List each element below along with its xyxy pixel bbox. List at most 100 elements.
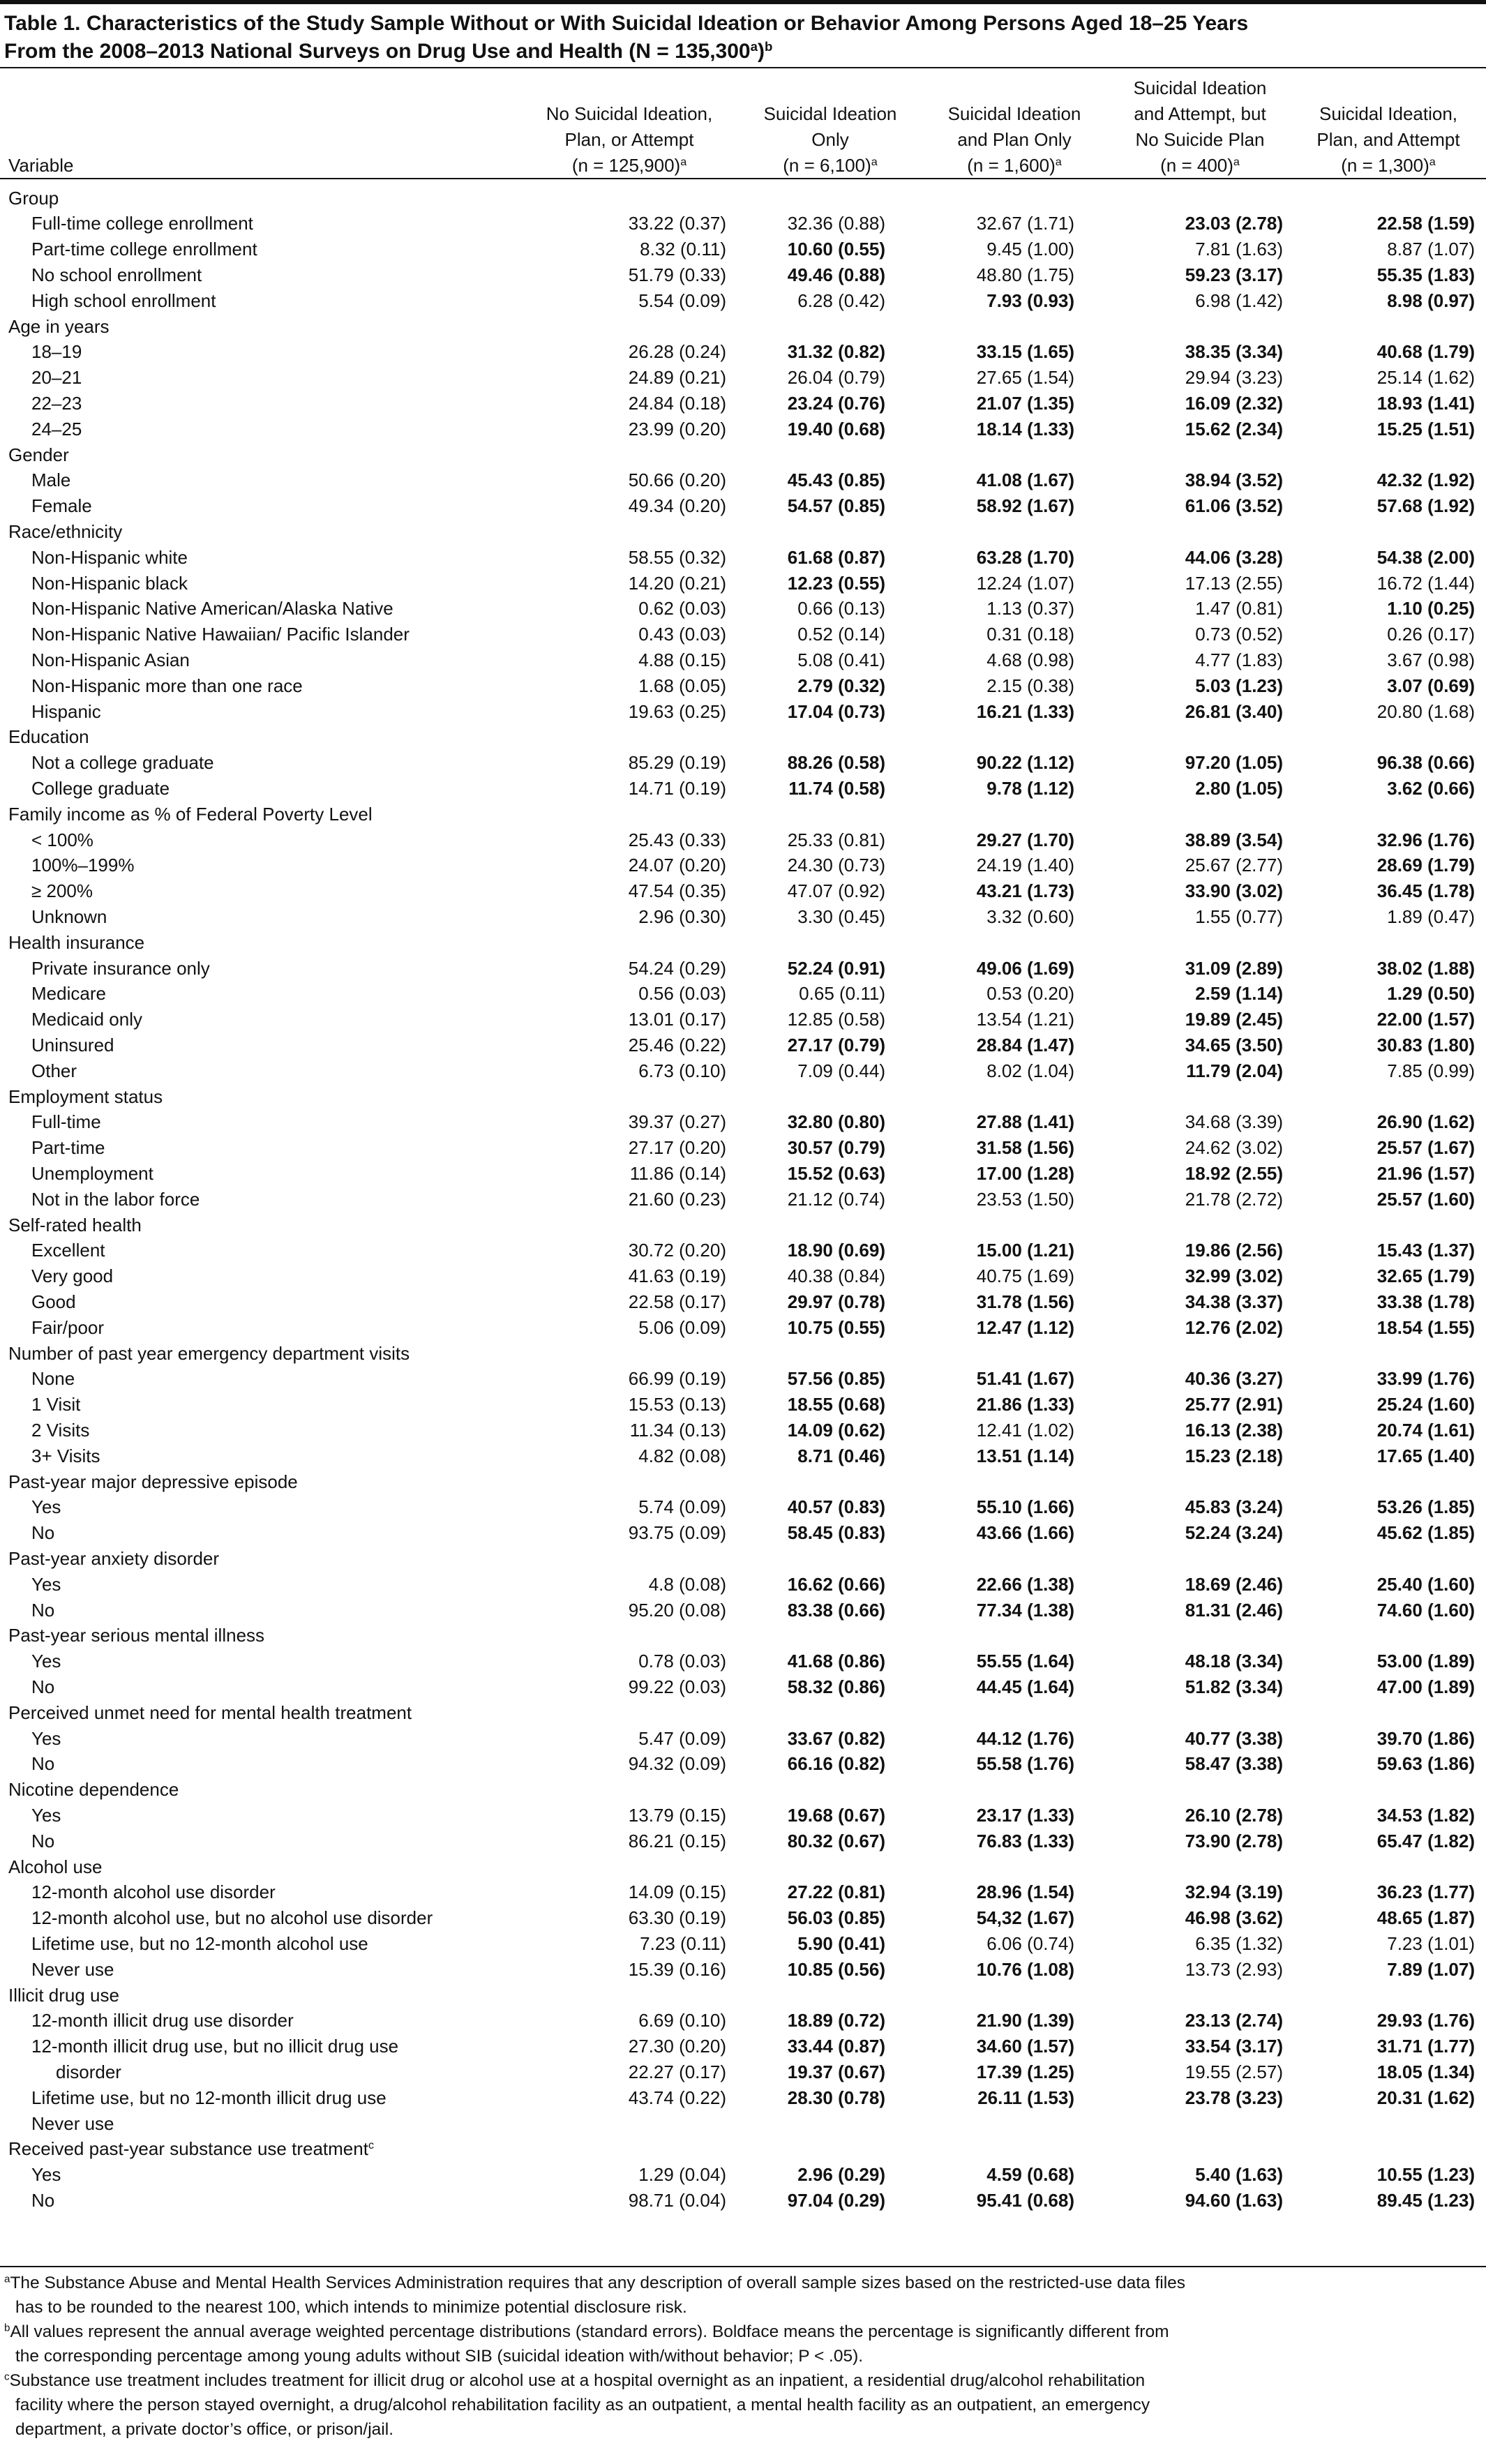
cell-value: 36.45 (1.78): [1376, 880, 1475, 902]
cell-value: 2.80 (1.05): [1195, 778, 1283, 799]
cell-value: 19.55 (2.57): [1185, 2061, 1283, 2082]
cell-value: 19.40 (0.68): [787, 418, 885, 440]
cell-value: 30.83 (1.80): [1376, 1035, 1475, 1056]
cell-value: 23.53 (1.50): [976, 1188, 1074, 1210]
cell-value: 24.89 (0.21): [628, 367, 726, 389]
cell-value: 15.39 (0.16): [628, 1958, 726, 1980]
column-n: (n = 1,600)a: [903, 153, 1126, 179]
cell-value: 61.06 (3.52): [1185, 495, 1283, 517]
cell-value: 7.93 (0.93): [986, 290, 1074, 311]
cell-value: 10.60 (0.55): [787, 239, 885, 260]
cell-value: 90.22 (1.12): [976, 752, 1074, 774]
cell-value: 33.90 (3.02): [1185, 880, 1283, 902]
row-label: 24–25: [31, 418, 82, 440]
cell-value: 38.94 (3.52): [1185, 469, 1283, 491]
column-header: Plan, or Attempt: [564, 129, 694, 150]
cell-value: 23.17 (1.33): [976, 1805, 1074, 1826]
cell-value: 15.62 (2.34): [1185, 418, 1283, 440]
row-label: Part-time: [31, 1137, 105, 1159]
row-label: Female: [31, 495, 92, 517]
column-header: No Suicidal Ideation,: [546, 103, 713, 124]
cell-value: 17.13 (2.55): [1185, 572, 1283, 594]
row-label: Non-Hispanic black: [31, 572, 188, 594]
cell-value: 6.69 (0.10): [638, 2010, 726, 2031]
cell-value: 30.57 (0.79): [787, 1137, 885, 1159]
column-header: Plan, and Attempt: [1316, 129, 1460, 150]
cell-value: 23.03 (2.78): [1185, 213, 1283, 234]
cell-value: 24.30 (0.73): [787, 855, 885, 876]
section-label: Number of past year emergency department…: [8, 1341, 410, 1367]
row-label: 12-month alcohol use, but no alcohol use…: [31, 1907, 433, 1929]
row-label: Full-time: [31, 1111, 101, 1133]
row-label: No: [31, 1522, 55, 1544]
cell-value: 27.17 (0.79): [787, 1035, 885, 1056]
cell-value: 25.14 (1.62): [1376, 367, 1475, 389]
row-label: Medicare: [31, 983, 106, 1005]
cell-value: 22.58 (1.59): [1376, 213, 1475, 234]
row-label: < 100%: [31, 829, 93, 850]
section-text: Past-year anxiety disorder: [8, 1548, 220, 1569]
cell-value: 2.59 (1.14): [1195, 983, 1283, 1005]
cell-value: 31.78 (1.56): [976, 1291, 1074, 1312]
row-label: disorder: [56, 2061, 121, 2082]
cell-value: 43.74 (0.22): [628, 2087, 726, 2108]
title-text: From the 2008–2013 National Surveys on D…: [4, 40, 751, 63]
cell-value: 20.31 (1.62): [1376, 2087, 1475, 2108]
cell-value: 21.60 (0.23): [628, 1188, 726, 1210]
cell-value: 33.22 (0.37): [628, 213, 726, 234]
cell-value: 33.15 (1.65): [976, 341, 1074, 363]
cell-value: 21.90 (1.39): [976, 2010, 1074, 2031]
cell-value: 2.96 (0.29): [797, 2164, 885, 2186]
cell-value: 56.03 (0.85): [787, 1907, 885, 1929]
cell-value: 5.47 (0.09): [638, 1727, 726, 1749]
cell-value: 25.57 (1.60): [1376, 1188, 1475, 1210]
cell-value: 0.26 (0.17): [1387, 624, 1475, 645]
cell-value: 1.89 (0.47): [1387, 906, 1475, 927]
cell-value: 34.65 (3.50): [1185, 1035, 1283, 1056]
footnote-text: All values represent the annual average …: [10, 2322, 1169, 2341]
row-label: 100%–199%: [31, 855, 135, 876]
cell-value: 44.45 (1.64): [976, 1676, 1074, 1697]
cell-value: 58.55 (0.32): [628, 546, 726, 568]
cell-value: 93.75 (0.09): [628, 1522, 726, 1544]
section-text: Self-rated health: [8, 1214, 142, 1235]
cell-value: 95.41 (0.68): [976, 2190, 1074, 2211]
row-label: 12-month illicit drug use disorder: [31, 2010, 294, 2031]
cell-value: 53.26 (1.85): [1376, 1496, 1475, 1518]
cell-value: 17.39 (1.25): [976, 2061, 1074, 2082]
row-label: 3+ Visits: [31, 1445, 100, 1466]
cell-value: 50.66 (0.20): [628, 469, 726, 491]
cell-value: 0.62 (0.03): [638, 598, 726, 619]
row-label: High school enrollment: [31, 290, 216, 311]
cell-value: 25.77 (2.91): [1185, 1394, 1283, 1415]
cell-value: 61.68 (0.87): [787, 546, 885, 568]
cell-value: 47.00 (1.89): [1376, 1676, 1475, 1697]
cell-value: 48.18 (3.34): [1185, 1651, 1283, 1672]
cell-value: 19.89 (2.45): [1185, 1009, 1283, 1030]
row-label: Never use: [31, 2112, 114, 2134]
title-rule: [0, 67, 1486, 68]
cell-value: 23.78 (3.23): [1185, 2087, 1283, 2108]
section-label: Employment status: [8, 1084, 163, 1110]
cell-value: 39.70 (1.86): [1376, 1727, 1475, 1749]
cell-value: 31.09 (2.89): [1185, 957, 1283, 979]
cell-value: 25.67 (2.77): [1185, 855, 1283, 876]
section-text: Number of past year emergency department…: [8, 1342, 410, 1364]
n-text: (n = 400): [1160, 155, 1233, 176]
cell-value: 51.41 (1.67): [976, 1368, 1074, 1390]
cell-value: 24.62 (3.02): [1185, 1137, 1283, 1159]
cell-value: 5.54 (0.09): [638, 290, 726, 311]
cell-value: 6.28 (0.42): [797, 290, 885, 311]
cell-value: 45.43 (0.85): [787, 469, 885, 491]
row-label: 1 Visit: [31, 1394, 81, 1415]
cell-value: 17.65 (1.40): [1376, 1445, 1475, 1466]
cell-value: 7.89 (1.07): [1387, 1958, 1475, 1980]
cell-value: 21.96 (1.57): [1376, 1163, 1475, 1184]
cell-value: 19.63 (0.25): [628, 700, 726, 722]
footnote-line: aThe Substance Abuse and Mental Health S…: [4, 2271, 1185, 2295]
cell-value: 54.38 (2.00): [1376, 546, 1475, 568]
cell-value: 25.33 (0.81): [787, 829, 885, 850]
row-label: Other: [31, 1060, 77, 1081]
bottom-rule: [0, 2266, 1486, 2267]
cell-value: 26.28 (0.24): [628, 341, 726, 363]
